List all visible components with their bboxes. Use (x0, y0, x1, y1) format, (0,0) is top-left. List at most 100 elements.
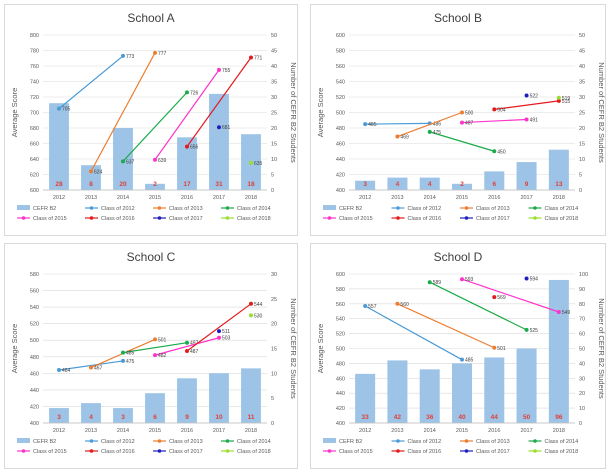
y-tick-label: 500 (336, 111, 345, 117)
data-label: 755 (222, 68, 231, 74)
y2-tick-label: 40 (271, 64, 277, 70)
legend-label: Class of 2018 (545, 449, 579, 455)
y-tick-label: 480 (30, 355, 39, 361)
x-tick-label: 2013 (85, 195, 97, 201)
bar-2017 (209, 93, 229, 190)
legend-marker (89, 216, 94, 220)
data-point (185, 348, 189, 353)
series-line-class-of-2016 (186, 57, 252, 147)
y2-tick-label: 0 (579, 421, 582, 427)
data-label: 501 (158, 337, 167, 343)
series-line-class-of-2013 (90, 52, 156, 172)
data-label: 525 (530, 328, 539, 334)
y-tick-label: 600 (30, 188, 39, 194)
y-tick-label: 560 (336, 64, 345, 70)
y-tick-label: 520 (30, 322, 39, 328)
bar-2014 (419, 369, 440, 423)
legend-label: Class of 2013 (476, 206, 510, 212)
y-axis-title: Average Score (316, 324, 325, 373)
y2-tick-label: 35 (579, 80, 585, 86)
x-tick-label: 2016 (181, 195, 193, 201)
y-tick-label: 600 (336, 272, 345, 278)
data-point (249, 160, 253, 165)
y2-tick-label: 20 (579, 391, 585, 397)
x-tick-label: 2014 (424, 428, 436, 434)
data-label: 485 (368, 122, 377, 128)
x-tick-label: 2015 (149, 195, 161, 201)
data-point (460, 277, 464, 282)
x-tick-label: 2014 (117, 195, 129, 201)
data-point (395, 134, 400, 139)
data-label: 511 (222, 329, 230, 335)
legend-label: Class of 2017 (169, 449, 203, 455)
y2-tick-label: 90 (579, 287, 585, 293)
data-label: 475 (433, 130, 442, 136)
legend-label: CEFR B2 (339, 439, 362, 445)
data-point (121, 358, 125, 363)
series-line-class-of-2012 (58, 55, 124, 110)
x-tick-label: 2016 (488, 195, 500, 201)
bar-2015 (145, 183, 165, 190)
legend-label: Class of 2015 (33, 449, 67, 455)
legend-marker (533, 439, 537, 443)
bar-2014 (113, 408, 133, 423)
y2-axis-title: Number of CEFR B2 Students (289, 298, 297, 399)
y-tick-label: 720 (30, 95, 39, 101)
y-tick-label: 400 (336, 188, 345, 194)
legend-label: Class of 2016 (408, 216, 442, 222)
data-point (427, 280, 432, 285)
x-tick-label: 2018 (245, 428, 257, 434)
y-tick-label: 440 (336, 157, 345, 163)
y2-tick-label: 50 (579, 347, 585, 353)
series-line-class-of-2012 (58, 360, 124, 371)
bar-value-label: 50 (523, 414, 531, 421)
school-b-chart-panel: School B 400 420 440 460 480 500 520 540 560 580 60… (310, 4, 606, 236)
data-point (395, 301, 400, 306)
data-point (556, 95, 561, 100)
x-tick-label: 2016 (181, 428, 193, 434)
legend-label: Class of 2012 (101, 206, 135, 212)
bar-2015 (451, 183, 473, 190)
y2-tick-label: 10 (271, 157, 277, 163)
y2-tick-label: 0 (579, 188, 582, 194)
chart-title: School C (127, 250, 176, 264)
legend-label: CEFR B2 (33, 439, 56, 445)
gridlines (43, 34, 267, 191)
data-point (492, 149, 497, 154)
bar-value-label: 4 (428, 181, 432, 188)
legend-label: CEFR B2 (339, 206, 362, 212)
data-label: 482 (158, 353, 167, 359)
series-line-class-of-2014 (429, 131, 495, 152)
y-tick-label: 800 (30, 33, 39, 39)
data-point (217, 329, 221, 334)
data-point (185, 144, 189, 149)
data-point (153, 157, 157, 162)
chart-title: School A (127, 11, 174, 25)
legend-label: Class of 2016 (101, 449, 135, 455)
x-tick-label: 2012 (53, 195, 65, 201)
y-tick-label: 500 (30, 338, 39, 344)
y-tick-label: 600 (336, 33, 345, 39)
y2-axis-title: Number of CEFR B2 Students (597, 298, 605, 399)
y2-tick-label: 30 (579, 376, 585, 382)
bar-value-label: 42 (394, 414, 402, 421)
data-point (460, 357, 464, 362)
data-point (249, 55, 253, 60)
y-tick-label: 700 (30, 111, 39, 117)
data-point (153, 353, 157, 358)
data-point (153, 337, 157, 342)
legend-swatch (17, 438, 30, 443)
legend-label: Class of 2015 (339, 449, 373, 455)
y2-tick-label: 70 (579, 317, 585, 323)
legend-label: Class of 2017 (476, 216, 510, 222)
data-label: 777 (158, 51, 167, 57)
legend-marker (396, 449, 400, 453)
data-label: 557 (368, 304, 377, 310)
data-point (556, 309, 561, 314)
y-tick-label: 560 (336, 302, 345, 308)
legend-swatch (17, 205, 30, 210)
bar-2012 (355, 373, 376, 423)
bar-2012 (49, 408, 69, 423)
chart-svg: School A60062064066068070072074076078080… (10, 11, 297, 222)
bar-2013 (81, 403, 101, 423)
